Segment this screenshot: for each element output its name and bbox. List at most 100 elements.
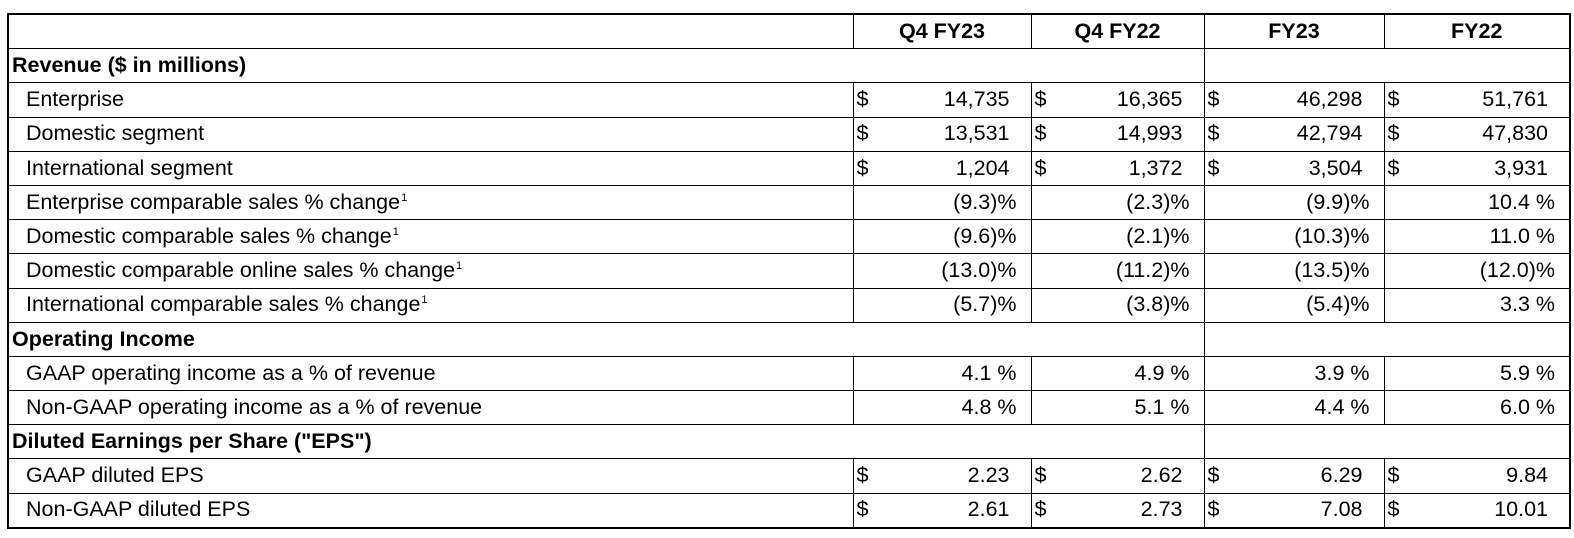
cell-q4-fy22: (11.2)% [1031,253,1205,289]
row-label-with-footnote: Domestic comparable online sales % chang… [8,253,854,289]
cell-q4-fy22: (3.8)% [1031,288,1205,323]
currency-symbol: $ [1384,117,1407,152]
currency-symbol: $ [1031,82,1054,118]
row-label: Non-GAAP operating income as a % of reve… [8,390,854,426]
row-label: Enterprise [8,82,854,118]
table-row-international-comp-sales: International comparable sales % change1… [8,288,1570,323]
currency-symbol: $ [1384,493,1407,529]
cell-q4-fy23: 4.8 % [853,390,1032,426]
cell-q4-fy23: (9.3)% [853,185,1032,221]
row-label: GAAP diluted EPS [8,458,854,494]
table-row-enterprise: Enterprise $ 14,735 $ 16,365 $ 46,298 $ … [8,82,1570,118]
cell-q4-fy23: 2.23 [876,458,1032,494]
table-row-international-segment: International segment $ 1,204 $ 1,372 $ … [8,151,1570,186]
column-header-fy22: FY22 [1383,14,1570,50]
cell-fy23: (10.3)% [1204,219,1385,255]
currency-symbol: $ [1031,151,1054,186]
column-header-q4-fy23: Q4 FY23 [852,14,1031,50]
cell-fy22: 11.0 % [1384,219,1570,255]
cell-fy22: 3.3 % [1384,288,1570,323]
currency-symbol: $ [1204,117,1227,152]
table-row-domestic-comp-sales: Domestic comparable sales % change1 (9.6… [8,219,1570,255]
table-row-domestic-segment: Domestic segment $ 13,531 $ 14,993 $ 42,… [8,117,1570,152]
row-label: Domestic segment [8,117,854,152]
section-header-revenue: Revenue ($ in millions) [8,48,1571,84]
cell-q4-fy23: (5.7)% [853,288,1032,323]
row-label-with-footnote: Enterprise comparable sales % change1 [8,185,854,221]
section-title-revenue: Revenue ($ in millions) [8,48,1205,84]
footnote-marker: 1 [421,294,428,307]
cell-q4-fy22: 1,372 [1054,151,1205,186]
cell-fy22: 6.0 % [1384,390,1570,426]
cell-q4-fy22: (2.3)% [1031,185,1205,221]
currency-symbol: $ [1384,458,1407,494]
section-blank-cell [1204,424,1571,460]
table-row-gaap-diluted-eps: GAAP diluted EPS $ 2.23 $ 2.62 $ 6.29 $ … [8,458,1570,494]
cell-q4-fy22: 5.1 % [1031,390,1205,426]
cell-fy22: 3,931 [1407,151,1570,186]
cell-q4-fy23: 1,204 [876,151,1032,186]
table-row-gaap-operating-income: GAAP operating income as a % of revenue … [8,356,1570,392]
section-blank-cell [1204,322,1571,357]
cell-fy23: 6.29 [1227,458,1385,494]
cell-q4-fy23: (13.0)% [853,253,1032,289]
table-row-domestic-comp-online-sales: Domestic comparable online sales % chang… [8,253,1570,289]
row-label-with-footnote: International comparable sales % change1 [8,288,854,323]
row-label: Domestic comparable sales % change [26,223,392,248]
row-label: GAAP operating income as a % of revenue [8,356,854,392]
currency-symbol: $ [1204,458,1227,494]
currency-symbol: $ [1384,82,1407,118]
section-header-eps: Diluted Earnings per Share ("EPS") [8,424,1571,460]
column-header-fy23: FY23 [1203,14,1384,50]
currency-symbol: $ [853,458,876,494]
cell-q4-fy22: 2.73 [1054,493,1205,529]
row-label: International segment [8,151,854,186]
cell-q4-fy23: 4.1 % [853,356,1032,392]
cell-q4-fy22: (2.1)% [1031,219,1205,255]
currency-symbol: $ [1031,493,1054,529]
cell-fy22: 47,830 [1407,117,1570,152]
cell-fy22: 5.9 % [1384,356,1570,392]
section-title-operating-income: Operating Income [8,322,1205,357]
column-header-q4-fy22: Q4 FY22 [1030,14,1204,50]
cell-fy22: 10.01 [1407,493,1570,529]
cell-q4-fy22: 2.62 [1054,458,1205,494]
header-corner-cell [8,14,853,50]
cell-q4-fy23: 13,531 [876,117,1032,152]
cell-fy23: 7.08 [1227,493,1385,529]
section-blank-cell [1204,48,1571,84]
cell-q4-fy22: 14,993 [1054,117,1205,152]
row-label: Domestic comparable online sales % chang… [26,258,456,283]
cell-fy23: (9.9)% [1204,185,1385,221]
table-row-enterprise-comp-sales: Enterprise comparable sales % change1 (9… [8,185,1570,221]
section-header-operating-income: Operating Income [8,322,1571,357]
row-label: Non-GAAP diluted EPS [8,493,854,529]
currency-symbol: $ [853,151,876,186]
cell-fy23: (13.5)% [1204,253,1385,289]
cell-q4-fy23: 14,735 [876,82,1032,118]
footnote-marker: 1 [456,260,463,273]
currency-symbol: $ [1031,458,1054,494]
cell-fy22: 10.4 % [1384,185,1570,221]
currency-symbol: $ [1384,151,1407,186]
currency-symbol: $ [1204,82,1227,118]
currency-symbol: $ [1204,493,1227,529]
section-title-eps: Diluted Earnings per Share ("EPS") [8,424,1205,460]
row-label: Enterprise comparable sales % change [26,189,401,214]
cell-q4-fy22: 4.9 % [1031,356,1205,392]
footnote-marker: 1 [401,191,408,204]
cell-fy22: 51,761 [1407,82,1570,118]
column-header-row: Q4 FY23 Q4 FY22 FY23 FY22 [8,14,1570,50]
table-row-non-gaap-diluted-eps: Non-GAAP diluted EPS $ 2.61 $ 2.73 $ 7.0… [8,493,1570,529]
cell-fy23: 42,794 [1227,117,1385,152]
cell-fy23: 3.9 % [1204,356,1385,392]
cell-q4-fy23: 2.61 [876,493,1032,529]
row-label-with-footnote: Domestic comparable sales % change1 [8,219,854,255]
cell-fy23: 46,298 [1227,82,1385,118]
cell-fy23: (5.4)% [1204,288,1385,323]
cell-fy23: 3,504 [1227,151,1385,186]
footnote-marker: 1 [392,225,399,238]
financial-summary-table: Q4 FY23 Q4 FY22 FY23 FY22 Revenue ($ in … [7,13,1571,529]
currency-symbol: $ [1031,117,1054,152]
currency-symbol: $ [853,493,876,529]
